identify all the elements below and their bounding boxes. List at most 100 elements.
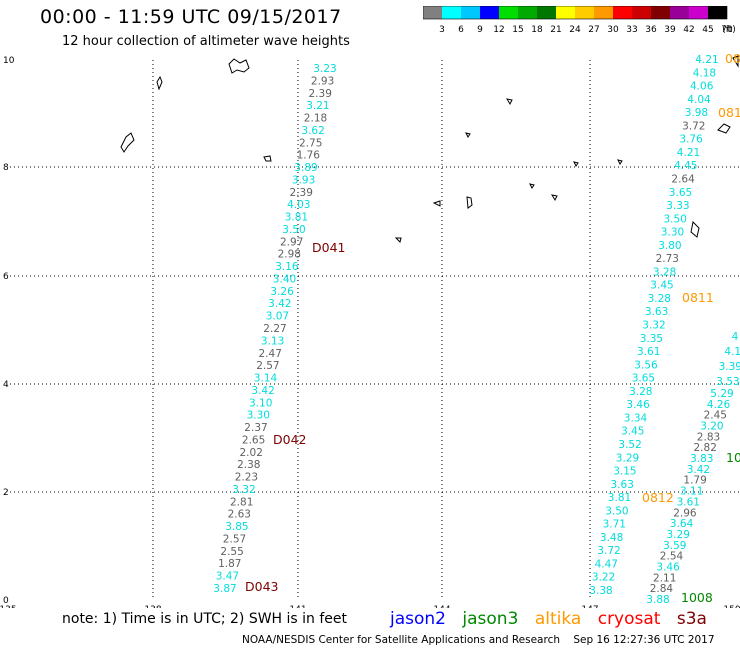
colorbar-swatch: [461, 6, 480, 19]
swh-value: 2.39: [290, 187, 313, 199]
swh-value: 2.02: [240, 447, 263, 459]
swh-value: 2.63: [228, 509, 251, 521]
colorbar-frame: [423, 6, 728, 20]
colorbar-label: 3: [439, 25, 445, 35]
swh-value: 3.47: [216, 571, 239, 583]
swh-value: 3.81: [608, 492, 631, 504]
colorbar-unit: (ft): [722, 25, 735, 35]
swh-value: 2.65: [242, 434, 265, 446]
satellite-legend: jason2 jason3 altika cryosat s3a: [390, 609, 718, 629]
swh-value: 3.30: [247, 410, 270, 422]
swh-value: 3.10: [249, 397, 272, 409]
legend-jason2: jason2: [390, 609, 446, 629]
swh-value: 4.21: [695, 54, 718, 66]
lat-tick-label: 6: [3, 272, 9, 282]
swh-value: 3.85: [225, 521, 248, 533]
swh-value: 3.52: [618, 439, 641, 451]
swh-value: 3.26: [270, 286, 294, 298]
swh-value: 4.18: [693, 67, 716, 79]
map-grid: [10, 60, 740, 600]
swh-value: 3.46: [656, 562, 680, 574]
colorbar-label: 33: [626, 25, 637, 35]
swh-value: 4.45: [674, 160, 697, 172]
swh-value: 3.32: [642, 320, 665, 332]
swh-value: 3.38: [589, 585, 612, 597]
colorbar-label: 9: [477, 25, 483, 35]
swh-value: 4.03: [287, 199, 310, 211]
island-shape: [263, 155, 272, 162]
swh-value: 3.71: [603, 519, 626, 531]
swh-value: 3.83: [690, 453, 713, 465]
swh-value: 2.81: [230, 496, 253, 508]
swh-value: 4.06: [690, 81, 714, 93]
legend-cryosat: cryosat: [597, 609, 661, 629]
swh-value: 3.53: [716, 376, 739, 388]
swh-value: 3.76: [679, 134, 703, 146]
swh-value: 3.22: [592, 572, 615, 584]
swh-value: 2.37: [244, 422, 267, 434]
swh-value: 3.45: [650, 280, 673, 292]
swh-value: 3.15: [613, 466, 636, 478]
colorbar-label: 12: [493, 25, 504, 35]
swh-value: 2.55: [220, 546, 243, 558]
swh-value: 3.65: [669, 187, 692, 199]
swh-value: 3.11: [680, 486, 703, 498]
island-shape: [550, 194, 558, 202]
swh-value: 3.42: [251, 385, 274, 397]
lat-tick-label: 0: [3, 596, 9, 606]
swh-value: 2.84: [650, 583, 674, 595]
colorbar-label: 6: [458, 25, 464, 35]
swh-value: 3.61: [677, 496, 700, 508]
colorbar-swatch: [632, 6, 651, 19]
lon-tick-label: 147: [581, 605, 598, 608]
swh-value: 3.48: [600, 532, 623, 544]
colorbar-swatch: [594, 6, 613, 19]
swh-value: 3.14: [254, 373, 278, 385]
swh-value: 3.59: [663, 540, 686, 552]
colorbar-label: 30: [607, 25, 619, 35]
swh-value: 3.93: [292, 174, 315, 186]
island-shape: [617, 159, 623, 165]
swh-value: 1.76: [297, 150, 321, 162]
swh-value: 2.47: [259, 348, 282, 360]
page-subtitle: 12 hour collection of altimeter wave hei…: [62, 34, 350, 49]
colorbar-swatch: [480, 6, 499, 19]
swh-value: 3.81: [285, 212, 308, 224]
swh-value: 3.28: [648, 293, 671, 305]
swh-value: 2.97: [280, 236, 303, 248]
colorbar-swatch: [537, 6, 556, 19]
pass-label: D042: [273, 432, 306, 447]
swh-value: 4: [732, 331, 739, 343]
swh-value: 4.47: [595, 559, 618, 571]
island-shape: [156, 75, 163, 91]
swh-value: 1.79: [683, 475, 706, 487]
swh-value: 3.63: [645, 306, 668, 318]
swh-value: 3.21: [306, 100, 329, 112]
swh-value: 3.35: [640, 333, 663, 345]
pass-label: 100: [726, 450, 740, 465]
swh-value: 4.04: [687, 94, 711, 106]
lon-tick-label: 135: [0, 605, 17, 608]
island-shape: [529, 183, 535, 189]
island-shape: [505, 98, 513, 106]
swh-value: 3.39: [719, 361, 740, 373]
swh-value: 3.98: [685, 107, 708, 119]
swh-value: 3.13: [261, 335, 284, 347]
colorbar-label: 18: [531, 25, 543, 35]
swh-value: 3.42: [687, 464, 710, 476]
colorbar-swatch: [670, 6, 689, 19]
swh-value: 2.73: [656, 253, 679, 265]
pass-label: 0812: [725, 51, 740, 66]
lon-tick-label: 141: [289, 605, 306, 608]
swh-value: 2.57: [223, 534, 246, 546]
lon-tick-label: 144: [433, 605, 450, 608]
island-shape: [732, 55, 739, 68]
legend-s3a: s3a: [676, 609, 707, 629]
track-values: 3.232.932.393.212.183.622.751.763.893.93…: [213, 54, 740, 606]
credit-line: NOAA/NESDIS Center for Satellite Applica…: [242, 634, 715, 646]
swh-value: 3.63: [611, 479, 634, 491]
pass-label: 0812: [642, 490, 674, 505]
swh-value: 2.83: [697, 431, 720, 443]
swh-value: 2.38: [237, 459, 260, 471]
